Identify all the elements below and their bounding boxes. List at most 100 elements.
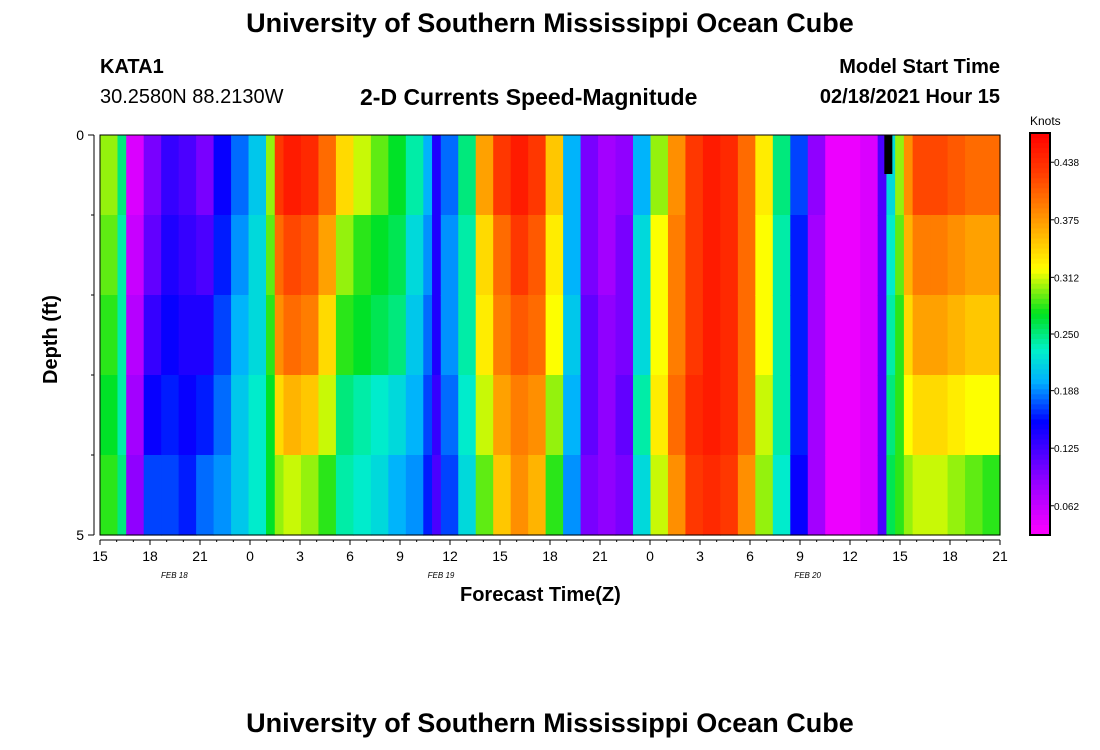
heatmap-cell (458, 215, 477, 296)
model-start-value: 02/18/2021 Hour 15 (819, 86, 1000, 108)
heatmap-cell (440, 215, 459, 296)
heatmap-cell (842, 135, 861, 216)
axes: 0 5 15 18 21 0 3 6 9 12 15 18 21 0 3 6 9 12 15 18 21 FEB 18 FE… (76, 127, 1008, 580)
heatmap-cell (598, 215, 617, 296)
heatmap-cell (563, 375, 582, 456)
colorbar-segment (1030, 359, 1050, 365)
heatmap-cell (300, 135, 320, 216)
colorbar-segment (1030, 339, 1050, 345)
plot-frame (99, 134, 1001, 536)
heatmap-cell (283, 295, 302, 376)
heatmap-cell (143, 375, 162, 456)
x-tick-label: 6 (346, 548, 354, 564)
colorbar-segment (1030, 238, 1050, 245)
colorbar-segment (1030, 514, 1050, 521)
heatmap-cell (720, 375, 739, 456)
heatmap-cell (702, 295, 721, 376)
colorbar-segment (1030, 223, 1050, 230)
colorbar-segment (1030, 409, 1050, 416)
heatmap-cell (318, 375, 337, 456)
colorbar-segment (1030, 464, 1050, 471)
heatmap-cell (423, 215, 433, 296)
heatmap-cell (213, 215, 232, 296)
colorbar-segment (1030, 349, 1050, 355)
heatmap-cell (370, 375, 389, 456)
x-tick-label: 12 (442, 548, 458, 564)
heatmap-cell (825, 135, 844, 216)
heatmap-cell (353, 295, 372, 376)
heatmap-cell (283, 135, 302, 216)
colorbar-segment (1030, 178, 1050, 184)
colorbar-segment (1030, 429, 1050, 436)
heatmap-cell (702, 375, 721, 456)
heatmap-cell (807, 295, 826, 376)
heatmap-cell (231, 215, 250, 296)
colorbar-segment (1030, 258, 1050, 265)
heatmap-cell (965, 135, 984, 216)
colorbar-segment (1030, 328, 1050, 335)
date-label: FEB 19 (428, 571, 455, 580)
heatmap-cell (886, 295, 896, 376)
heatmap-cell (903, 215, 914, 296)
heatmap-cell (860, 135, 879, 216)
heatmap-cell (370, 455, 389, 536)
heatmap-cell (117, 455, 127, 536)
heatmap-cell (432, 295, 442, 376)
heatmap-cell (178, 215, 197, 296)
heatmap-cell (912, 295, 931, 376)
heatmap-cell (300, 215, 320, 296)
colorbar-segment (1030, 278, 1050, 285)
colorbar-segment (1030, 233, 1050, 240)
heatmap-cell (895, 135, 905, 216)
heatmap-cell (755, 135, 774, 216)
heatmap-cell (650, 295, 669, 376)
heatmap-cell (982, 295, 1001, 376)
heatmap-cell (545, 455, 564, 536)
heatmap-cell (685, 295, 704, 376)
heatmap-cell (790, 215, 809, 296)
heatmap-cell (667, 215, 687, 296)
heatmap-cell (388, 375, 407, 456)
heatmap-cell (248, 455, 267, 536)
colorbar-segment (1030, 344, 1050, 350)
heatmap-cell (335, 135, 354, 216)
heatmap-cell (790, 375, 809, 456)
heatmap-cell (807, 455, 826, 536)
x-tick-label: 18 (942, 548, 958, 564)
heatmap-cell (458, 135, 477, 216)
heatmap-cell (353, 375, 372, 456)
heatmap-cell (903, 295, 914, 376)
colorbar-segment (1030, 213, 1050, 220)
heatmap-cell (720, 295, 739, 376)
heatmap-cell (790, 135, 809, 216)
heatmap-cell (633, 135, 652, 216)
heatmap-cell (161, 455, 180, 536)
heatmap-cell (353, 135, 372, 216)
heatmap-cell (860, 455, 879, 536)
heatmap-cell (580, 455, 599, 536)
heatmap-cell (965, 295, 984, 376)
heatmap-cell (720, 215, 739, 296)
heatmap-cell (213, 295, 232, 376)
heatmap-cell (388, 135, 407, 216)
x-tick-label: 0 (246, 548, 254, 564)
heatmap-cell (528, 295, 547, 376)
colorbar-segment (1030, 439, 1050, 446)
heatmap-cell (528, 375, 547, 456)
heatmap-cell (615, 215, 634, 296)
heatmap-cell (440, 295, 459, 376)
heatmap-cell (947, 215, 966, 296)
heatmap-cell (510, 455, 529, 536)
colorbar-segment (1030, 509, 1050, 516)
heatmap-cell (248, 215, 267, 296)
x-axis-label: Forecast Time(Z) (460, 584, 621, 606)
heatmap-cell (100, 375, 119, 456)
heatmap-cell (266, 375, 276, 456)
heatmap-cell (300, 295, 320, 376)
heatmap-cell (117, 135, 127, 216)
heatmap-cell (274, 215, 285, 296)
heatmap-cell (912, 375, 931, 456)
heatmap-cell (274, 295, 285, 376)
heatmap-cell (528, 455, 547, 536)
heatmap-cell (877, 215, 888, 296)
